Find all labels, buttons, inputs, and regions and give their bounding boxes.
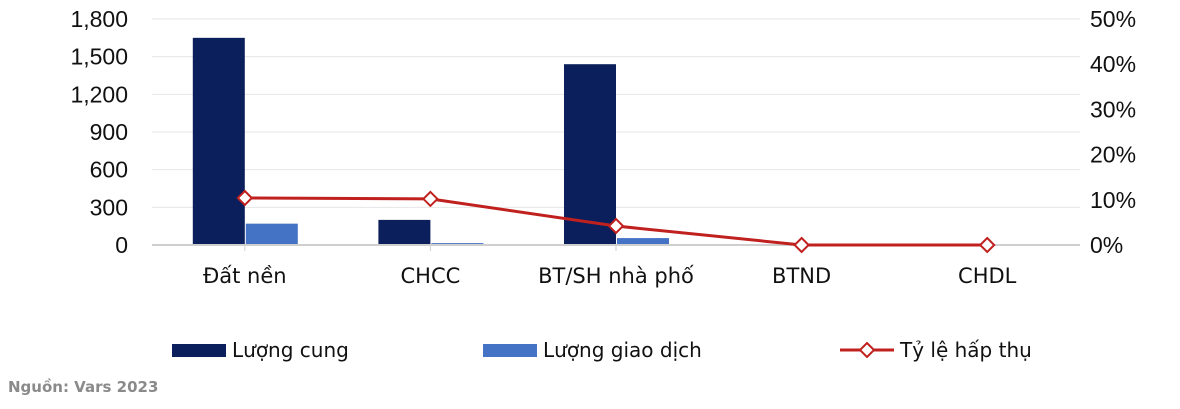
diamond-marker-icon	[607, 217, 625, 235]
bar-transactions	[617, 238, 669, 245]
transactions-swatch-icon	[483, 343, 537, 357]
right-axis-tick: 40%	[1090, 51, 1136, 77]
left-axis-tick: 300	[90, 194, 128, 220]
category-label: BT/SH nhà phố	[538, 264, 694, 288]
right-axis-tick: 20%	[1090, 142, 1136, 168]
left-axis-tick: 1,500	[70, 44, 128, 70]
legend-label-transactions: Lượng giao dịch	[543, 338, 702, 362]
legend-label-absorption: Tỷ lệ hấp thụ	[900, 338, 1032, 362]
combo-chart: 0 300 600 900 1,200 1,500 1,800 0% 10% 20% 30% 40% 5…	[70, 6, 1136, 288]
diamond-marker-icon	[236, 189, 254, 207]
right-axis-tick: 0%	[1090, 232, 1123, 258]
diamond-marker-icon	[793, 236, 811, 254]
supply-swatch-icon	[172, 343, 226, 357]
diamond-line-icon	[840, 342, 894, 358]
left-axis-tick: 0	[115, 232, 128, 258]
category-label: Đất nền	[203, 264, 287, 288]
source-note: Nguồn: Vars 2023	[8, 378, 159, 396]
bar-supply	[564, 64, 616, 245]
bar-transactions	[245, 223, 298, 245]
left-axis-tick: 600	[90, 157, 128, 183]
diamond-marker-icon	[978, 236, 996, 254]
left-axis-tick: 900	[90, 119, 128, 145]
right-axis-tick: 30%	[1090, 96, 1136, 122]
diamond-marker-icon	[421, 190, 439, 208]
category-label: CHDL	[958, 264, 1017, 288]
bar-supply	[192, 37, 245, 246]
chart-legend: Lượng cung Lượng giao dịch Tỷ lệ hấp thụ	[0, 338, 1180, 368]
legend-item-supply: Lượng cung	[172, 338, 349, 362]
left-axis-tick: 1,200	[70, 81, 128, 107]
category-label: BTND	[772, 264, 831, 288]
left-axis-tick: 1,800	[70, 6, 128, 32]
category-label: CHCC	[401, 264, 461, 288]
legend-item-transactions: Lượng giao dịch	[483, 338, 702, 362]
right-axis-tick: 50%	[1090, 6, 1136, 32]
legend-item-absorption: Tỷ lệ hấp thụ	[840, 338, 1032, 362]
right-axis-tick: 10%	[1090, 187, 1136, 213]
bar-supply	[378, 219, 431, 245]
legend-label-supply: Lượng cung	[232, 338, 349, 362]
